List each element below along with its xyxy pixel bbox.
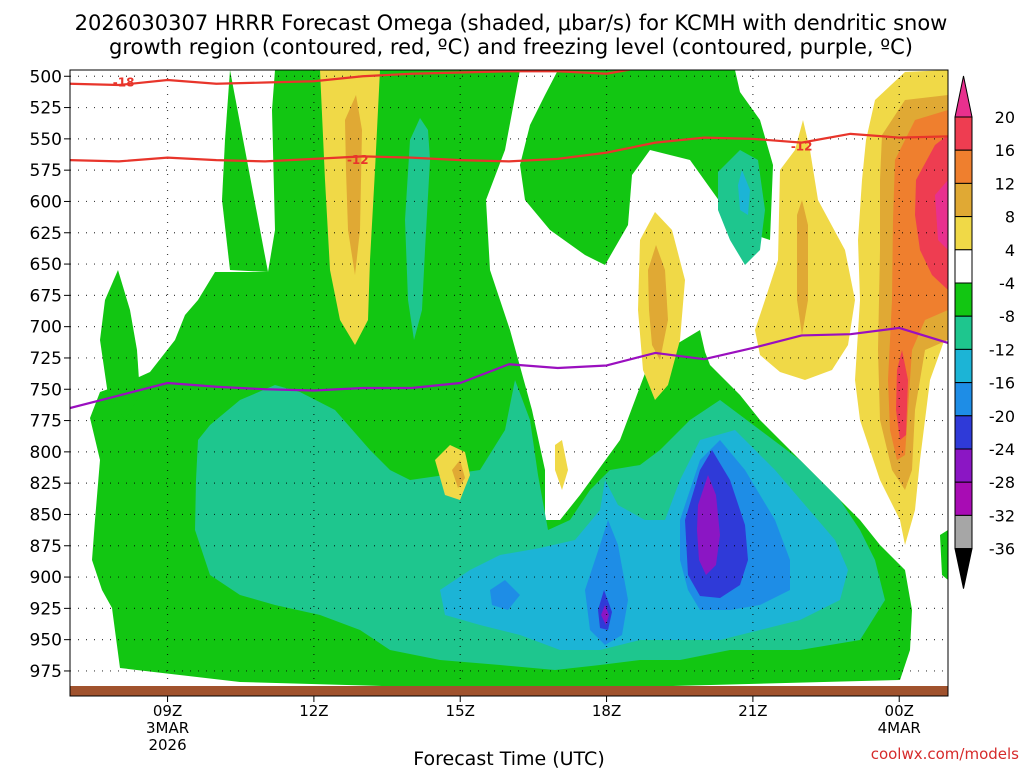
y-tick-label: 875 <box>30 537 62 557</box>
x-tick-label: 4MAR <box>878 719 921 737</box>
x-tick-label: 12Z <box>299 702 328 720</box>
colorbar-segment <box>954 382 973 417</box>
y-tick-label: 900 <box>30 568 62 588</box>
y-tick-label: 775 <box>30 412 62 432</box>
colorbar-label: -4 <box>999 274 1015 293</box>
y-tick-label: 825 <box>30 474 62 494</box>
y-tick-label: 625 <box>30 224 62 244</box>
contour-line-isotherm <box>70 70 634 87</box>
x-tick-label: 15Z <box>446 702 475 720</box>
y-tick-label: 500 <box>30 67 62 87</box>
contour-line-freezing-level <box>70 326 948 410</box>
colorbar-segment <box>954 315 973 350</box>
contour-label: -12 <box>347 153 369 167</box>
colorbar-label: -8 <box>999 307 1015 326</box>
colorbar-segment <box>954 216 973 251</box>
omega-shaded-field <box>90 70 948 690</box>
y-axis-pressure: 500 525 550 575 600 625 650 675 700 725 750 775 800 8… <box>30 67 70 682</box>
colorbar-label: 8 <box>1005 208 1015 227</box>
colorbar-label: 20 <box>995 108 1015 127</box>
colorbar-segment <box>954 149 973 184</box>
y-tick-label: 600 <box>30 192 62 212</box>
colorbar-segment <box>954 548 973 589</box>
colorbar-segment <box>954 282 973 317</box>
colorbar-label: -28 <box>989 473 1015 492</box>
colorbar-label: -16 <box>989 374 1015 393</box>
colorbar-label: -20 <box>989 407 1015 426</box>
y-tick-label: 950 <box>30 631 62 651</box>
contour-label: -12 <box>791 139 813 153</box>
colorbar-segment <box>954 348 973 384</box>
plot-area: -18 -12 -12 <box>70 70 948 696</box>
colorbar-segment <box>954 448 973 483</box>
x-tick-label: 00Z <box>885 702 914 720</box>
colorbar-label: -24 <box>989 440 1015 459</box>
x-axis-label: Forecast Time (UTC) <box>413 748 604 768</box>
colorbar-segment <box>954 75 973 118</box>
colorbar-segment <box>954 182 973 218</box>
contour-line-isotherm <box>70 132 948 163</box>
y-tick-label: 850 <box>30 505 62 525</box>
plot-frame <box>69 69 949 697</box>
colorbar-label: 4 <box>1005 241 1015 260</box>
y-tick-label: 800 <box>30 443 62 463</box>
y-tick-label: 750 <box>30 380 62 400</box>
colorbar-segment <box>954 249 973 284</box>
colorbar-label: -32 <box>989 506 1015 525</box>
colorbar-segment <box>954 415 973 450</box>
x-tick-label: 21Z <box>738 702 767 720</box>
omega-band-20-plus <box>935 180 948 250</box>
colorbar-label: -12 <box>989 340 1015 359</box>
x-tick-label: 09Z <box>153 702 182 720</box>
y-tick-label: 975 <box>30 662 62 682</box>
ground-surface <box>70 686 948 696</box>
y-tick-label: 550 <box>30 130 62 150</box>
omega-band-minus-24-to-minus-28 <box>601 475 720 625</box>
y-tick-label: 525 <box>30 99 62 119</box>
x-tick-label: 2026 <box>148 736 186 754</box>
y-tick-label: 925 <box>30 599 62 619</box>
colorbar-segment <box>954 116 973 151</box>
credit-text: coolwx.com/models <box>871 745 1019 763</box>
contour-label: -18 <box>113 76 135 90</box>
y-tick-label: 675 <box>30 286 62 306</box>
y-tick-label: 650 <box>30 255 62 275</box>
omega-band-16-to-20 <box>896 135 948 440</box>
colorbar-label: 12 <box>995 174 1015 193</box>
x-tick-label: 18Z <box>592 702 621 720</box>
y-tick-label: 700 <box>30 318 62 338</box>
omega-colorbar: 20 16 12 8 4 -4 -8 -12 -16 -20 -24 -28 -32 -36 <box>954 75 1015 589</box>
y-tick-label: 725 <box>30 349 62 369</box>
temperature-contours: -18 -12 -12 <box>70 70 948 410</box>
chart-title-line-1: 2026030307 HRRR Forecast Omega (shaded, … <box>75 11 948 35</box>
colorbar-label: 16 <box>995 141 1015 160</box>
chart-title-line-2: growth region (contoured, red, ºC) and f… <box>109 35 913 59</box>
colorbar-label: -36 <box>989 540 1015 559</box>
y-tick-label: 575 <box>30 161 62 181</box>
colorbar-segment <box>954 481 973 516</box>
x-tick-label: 3MAR <box>146 719 189 737</box>
colorbar-segment <box>954 514 973 550</box>
